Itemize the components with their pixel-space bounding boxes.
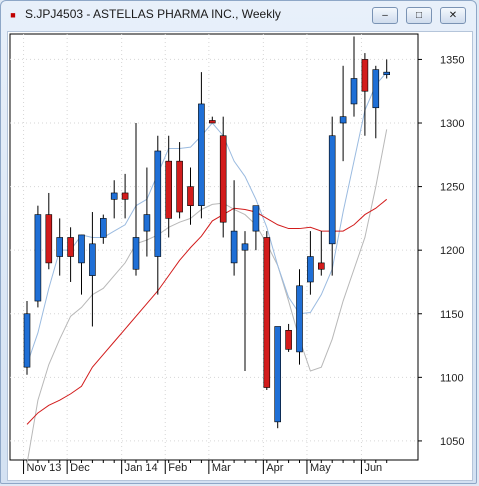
candle-down	[121, 192, 129, 200]
ma-short-line	[26, 71, 388, 365]
candle-up	[328, 135, 336, 245]
x-tick-label: Apr	[266, 462, 283, 474]
candle-up	[252, 205, 260, 232]
candle-up	[241, 243, 249, 251]
candle-down	[219, 135, 227, 223]
ma-mid-line	[26, 129, 388, 464]
candle-up	[100, 218, 107, 238]
x-tick-label: Jun	[364, 462, 382, 474]
candle-up	[154, 150, 162, 257]
candle-down	[361, 59, 369, 92]
x-tick-label: Dec	[70, 462, 90, 474]
candlestick-chart: 1050 1100 1150 1200 1250 1300 1350 Nov 13 Dec Jan…	[9, 33, 464, 474]
title-bar[interactable]: ■ S.JPJ4503 - ASTELLAS PHARMA INC., Week…	[1, 1, 476, 29]
candle-down	[165, 160, 172, 219]
x-tick-label: May	[310, 462, 331, 474]
candle-up	[350, 78, 358, 105]
candle-down	[67, 237, 74, 257]
candle-up	[110, 192, 118, 200]
chart-area: 1050 1100 1150 1200 1250 1300 1350 Nov 13 Dec Jan…	[7, 31, 473, 481]
maximize-button[interactable]: □	[406, 7, 432, 24]
candle-up	[198, 103, 205, 206]
candle-up	[23, 313, 31, 368]
candle-up	[132, 237, 140, 270]
x-tick-label: Feb	[168, 462, 187, 474]
minimize-button[interactable]: –	[372, 7, 398, 24]
candle-down	[285, 329, 292, 350]
candle-down	[317, 262, 325, 270]
candle-up	[372, 69, 380, 109]
candle-up	[296, 285, 303, 353]
y-tick-label: 1300	[440, 118, 464, 130]
candle-down	[176, 160, 183, 213]
ma-long-line	[26, 198, 388, 425]
x-tick-label: Mar	[212, 462, 231, 474]
candle-up	[383, 71, 391, 75]
window-title: S.JPJ4503 - ASTELLAS PHARMA INC., Weekly	[25, 7, 281, 21]
x-tick-label: Jan 14	[125, 462, 158, 474]
candle-up	[89, 243, 96, 276]
candle-down	[45, 214, 53, 264]
y-tick-label: 1150	[440, 309, 464, 321]
candle-up	[143, 214, 151, 232]
y-tick-label: 1250	[440, 182, 464, 194]
candle-up	[56, 237, 64, 257]
candle-down	[263, 237, 271, 388]
candle-up	[307, 256, 314, 283]
candle-up	[34, 214, 42, 302]
y-tick-label: 1050	[440, 436, 464, 448]
candle-up	[274, 326, 282, 423]
y-tick-label: 1200	[440, 245, 464, 257]
candle-up	[78, 234, 85, 264]
x-tick-label: Nov 13	[27, 462, 62, 474]
chart-app-icon: ■	[10, 10, 16, 20]
candle-up	[230, 230, 238, 264]
candle-up	[339, 116, 347, 124]
candle-down	[187, 186, 194, 206]
close-button[interactable]: ✕	[440, 7, 466, 24]
y-tick-label: 1100	[440, 372, 464, 384]
y-tick-label: 1350	[440, 54, 464, 66]
candle-down	[209, 120, 216, 124]
